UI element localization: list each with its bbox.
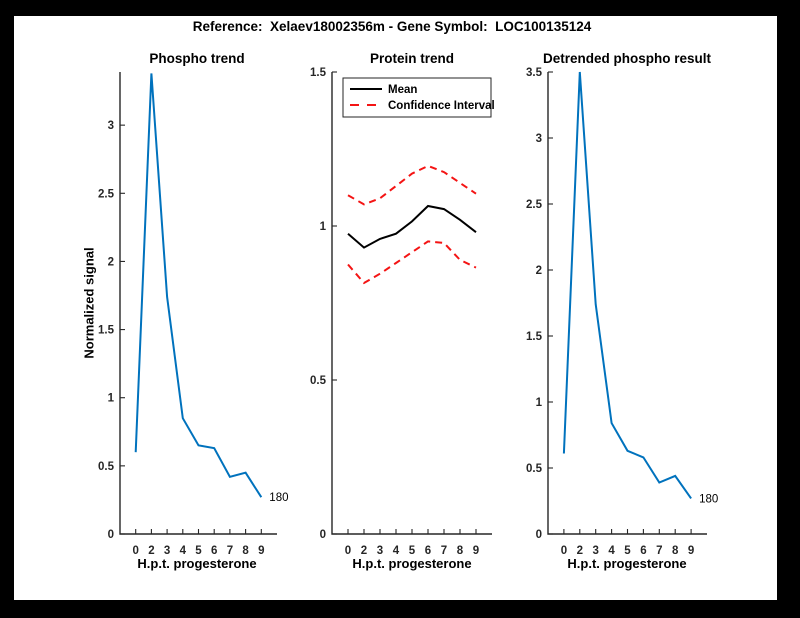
series-line-mean (347, 204, 477, 249)
x-axis-label-detrended: H.p.t. progesterone (567, 556, 687, 571)
y-tick-label: 1 (108, 393, 115, 405)
y-tick-label: 3.5 (526, 67, 543, 79)
x-tick-label: 7 (441, 545, 447, 557)
x-axis-label-protein: H.p.t. progesterone (352, 556, 472, 571)
x-tick-label: 2 (577, 545, 583, 557)
x-tick-label: 9 (688, 545, 694, 557)
x-tick-label: 2 (148, 545, 154, 557)
x-tick-label: 8 (242, 545, 249, 557)
y-tick-label: 0 (536, 529, 542, 541)
subplot-title-detrended-result: Detrended phospho result (542, 51, 712, 66)
y-tick-label: 2 (536, 265, 542, 277)
y-tick-label: 2.5 (98, 188, 115, 200)
y-tick-label: 2 (108, 256, 114, 268)
x-tick-label: 4 (608, 545, 615, 557)
x-tick-label: 3 (377, 545, 383, 557)
x-axis-label-phospho: H.p.t. progesterone (137, 556, 257, 571)
y-tick-label: 1 (320, 221, 327, 233)
axis-spine (547, 72, 707, 535)
y-tick-label: 1.5 (526, 331, 543, 343)
subplot-title-phospho-trend: Phospho trend (149, 51, 245, 66)
x-tick-label: 3 (164, 545, 170, 557)
x-tick-label: 5 (409, 545, 416, 557)
y-tick-label: 0 (108, 529, 114, 541)
x-tick-label: 5 (195, 545, 202, 557)
series-line-confidence-lower (347, 240, 477, 285)
series-line-phospho-signal (134, 73, 263, 498)
series-line-detrended-phospho (562, 71, 692, 499)
y-tick-label: 0 (320, 529, 326, 541)
y-axis-label: Normalized signal (81, 247, 97, 359)
y-tick-label: 1.5 (98, 325, 115, 337)
x-tick-label: 9 (473, 545, 479, 557)
x-tick-label: 7 (656, 545, 662, 557)
x-tick-label: 8 (672, 545, 679, 557)
x-tick-label: 4 (393, 545, 400, 557)
legend-box (342, 77, 492, 118)
y-tick-label: 1.5 (310, 67, 327, 79)
x-tick-label: 9 (258, 545, 264, 557)
y-tick-label: 0.5 (310, 375, 327, 387)
x-tick-label: 7 (227, 545, 233, 557)
axis-spine (119, 72, 277, 535)
y-tick-label: 0.5 (526, 463, 543, 475)
end-point-label: 180 (699, 493, 718, 505)
legend-label: Mean (388, 84, 417, 96)
legend-label: Confidence Interval (388, 100, 495, 112)
x-tick-label: 5 (624, 545, 631, 557)
x-tick-label: 3 (592, 545, 598, 557)
series-line-confidence-upper (347, 164, 477, 206)
x-tick-label: 4 (180, 545, 187, 557)
y-tick-label: 3 (108, 120, 114, 132)
x-tick-label: 2 (361, 545, 367, 557)
end-point-label: 180 (269, 492, 288, 504)
y-tick-label: 1 (536, 397, 543, 409)
figure-title: Reference: Xelaev18002356m - Gene Symbol… (192, 19, 592, 34)
x-tick-label: 0 (561, 545, 567, 557)
x-tick-label: 0 (345, 545, 351, 557)
y-tick-label: 0.5 (98, 461, 115, 473)
y-tick-label: 3 (536, 133, 542, 145)
x-tick-label: 6 (211, 545, 217, 557)
subplot-title-protein-trend: Protein trend (369, 51, 455, 66)
x-tick-label: 8 (457, 545, 464, 557)
x-tick-label: 6 (425, 545, 431, 557)
axis-spine (331, 72, 492, 535)
x-tick-label: 6 (640, 545, 646, 557)
x-tick-label: 0 (132, 545, 138, 557)
y-tick-label: 2.5 (526, 199, 543, 211)
